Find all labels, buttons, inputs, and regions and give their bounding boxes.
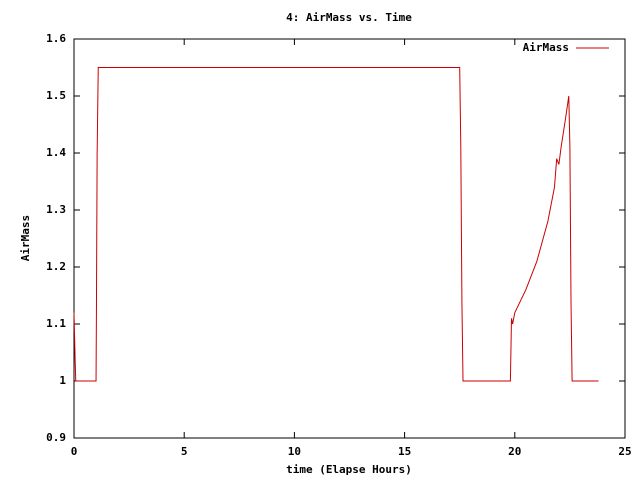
x-axis-label: time (Elapse Hours) [286,463,412,476]
x-tick-label: 20 [508,445,521,458]
y-tick-label: 1 [59,374,66,387]
y-tick-label: 0.9 [46,431,66,444]
y-tick-label: 1.1 [46,317,66,330]
y-tick-label: 1.2 [46,260,66,273]
plot-frame [73,38,626,439]
y-tick-label: 1.4 [46,146,66,159]
y-axis-label: AirMass [19,215,32,261]
chart-title: 4: AirMass vs. Time [286,11,412,24]
y-tick-label: 1.6 [46,32,66,45]
x-tick-label: 15 [398,445,411,458]
x-tick-label: 25 [618,445,631,458]
data-line [73,67,599,382]
y-tick-label: 1.5 [46,89,66,102]
y-tick-label: 1.3 [46,203,66,216]
x-tick-label: 10 [288,445,301,458]
x-tick-label: 0 [71,445,78,458]
legend-label: AirMass [523,41,569,54]
x-tick-label: 5 [181,445,188,458]
